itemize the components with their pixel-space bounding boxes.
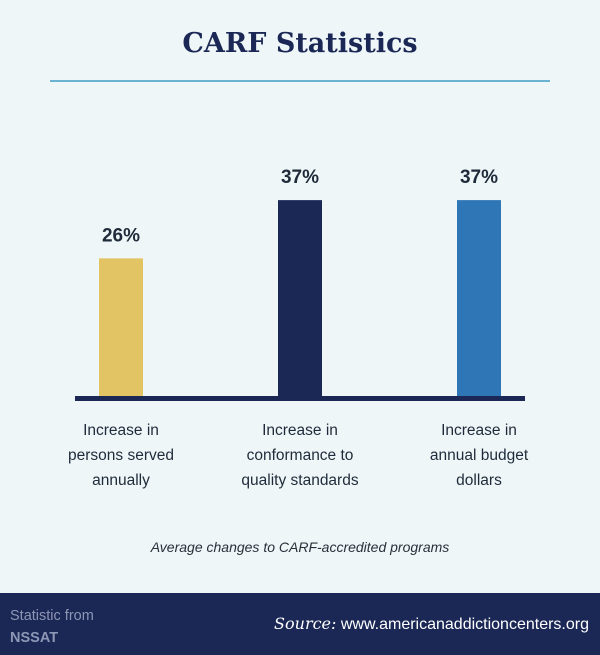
source-credit: Source: www.americanaddictioncenters.org <box>274 614 589 634</box>
title-divider <box>50 80 550 82</box>
chart-title: CARF Statistics <box>182 28 418 59</box>
statistic-from-label: Statistic from <box>10 608 94 624</box>
category-label-3-line-3: dollars <box>456 472 502 489</box>
category-label-2-line-3: quality standards <box>241 472 358 489</box>
category-label-3-line-2: annual budget <box>430 447 529 464</box>
category-label-1-line-1: Increase in <box>83 422 159 439</box>
category-label-1-line-2: persons served <box>68 447 174 464</box>
footer: Statistic from NSSAT Source: www.america… <box>0 593 600 655</box>
bar-3 <box>457 200 501 396</box>
category-label-3-line-1: Increase in <box>441 422 517 439</box>
bar-value-label-1: 26% <box>102 225 140 246</box>
bar-value-label-3: 37% <box>460 167 498 188</box>
statistic-from-org: NSSAT <box>10 630 59 646</box>
x-axis-baseline <box>75 396 525 401</box>
bar-1 <box>99 258 143 396</box>
category-label-1-line-3: annually <box>92 472 150 489</box>
statistic-source: Statistic from NSSAT <box>10 605 94 649</box>
source-label: Source: <box>274 614 337 633</box>
bar-chart: 26% Increase in persons served annually 37% I… <box>68 167 529 489</box>
category-label-2-line-2: conformance to <box>247 447 354 464</box>
source-url[interactable]: www.americanaddictioncenters.org <box>340 616 589 633</box>
bar-2 <box>278 200 322 396</box>
category-label-2-line-1: Increase in <box>262 422 338 439</box>
bar-value-label-2: 37% <box>281 167 319 188</box>
chart-caption: Average changes to CARF-accredited progr… <box>150 539 450 555</box>
